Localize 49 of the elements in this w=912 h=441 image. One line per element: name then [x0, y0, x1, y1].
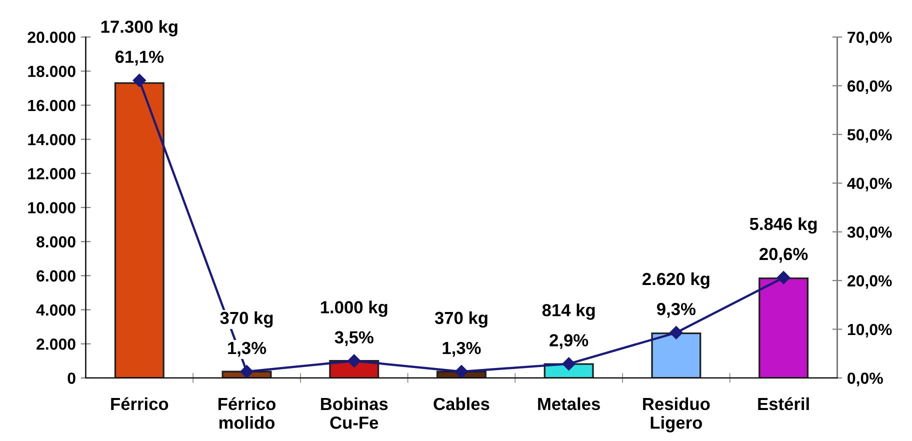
data-label: 1,3% [228, 342, 266, 357]
point [240, 365, 254, 378]
data-label: 370 kg [434, 311, 488, 328]
data-label: 814 kg [542, 304, 595, 320]
y2-tick-label: 20,0% [847, 275, 892, 289]
x-tick-label: Férrico [111, 397, 168, 410]
y-tick-label: 20.000 [28, 32, 76, 43]
x-tick-label: Cables [434, 397, 490, 410]
y-tick-label: 16.000 [28, 100, 76, 112]
point [348, 354, 361, 368]
x-tick-label: Bobinas Cu-Fe [321, 397, 388, 429]
y-tick-label: 4.000 [36, 304, 76, 316]
data-label: 5.846 kg [750, 217, 817, 234]
y-tick-label: 2.000 [36, 338, 76, 350]
bar [758, 277, 809, 378]
y2-tick-label: 40,0% [847, 178, 892, 192]
y2-tick-label: 70,0% [848, 32, 892, 46]
data-label: 2.620 kg [642, 272, 710, 289]
data-label: 9,3% [657, 302, 696, 318]
y-tick-label: 10.000 [28, 202, 76, 214]
point [454, 365, 468, 378]
data-label: 1.000 kg [320, 300, 388, 317]
x-tick-label: Residuo Ligero [643, 397, 710, 432]
data-label: 3,5% [334, 331, 374, 346]
data-label: 2,9% [550, 334, 588, 349]
x-tick-label: Estéril [758, 397, 809, 410]
bar [114, 82, 164, 378]
point [132, 74, 146, 87]
point [670, 326, 683, 340]
y-tick-label: 8.000 [36, 236, 76, 248]
data-label: 61,1% [115, 50, 164, 66]
x-tick-label: Férrico molido [218, 397, 276, 429]
y-tick-label: 14.000 [28, 134, 76, 146]
y2-tick-label: 50,0% [847, 129, 892, 143]
y-tick-label: 12.000 [28, 168, 76, 180]
y-tick-label: 18.000 [28, 66, 76, 78]
y2-tick-label: 0,0% [848, 372, 883, 386]
data-label: 1,3% [442, 342, 481, 357]
data-label: 370 kg [220, 311, 273, 328]
data-label: 17.300 kg [101, 20, 178, 36]
x-tick-label: Metales [538, 397, 600, 410]
y2-tick-label: 10,0% [848, 324, 892, 338]
data-label: 20,6% [760, 248, 808, 263]
y2-tick-label: 60,0% [848, 80, 892, 94]
point [776, 271, 790, 284]
y-tick-label: 0 [68, 372, 76, 384]
y2-tick-label: 30,0% [847, 226, 892, 240]
y-tick-label: 6.000 [36, 270, 76, 282]
bar [651, 332, 702, 378]
